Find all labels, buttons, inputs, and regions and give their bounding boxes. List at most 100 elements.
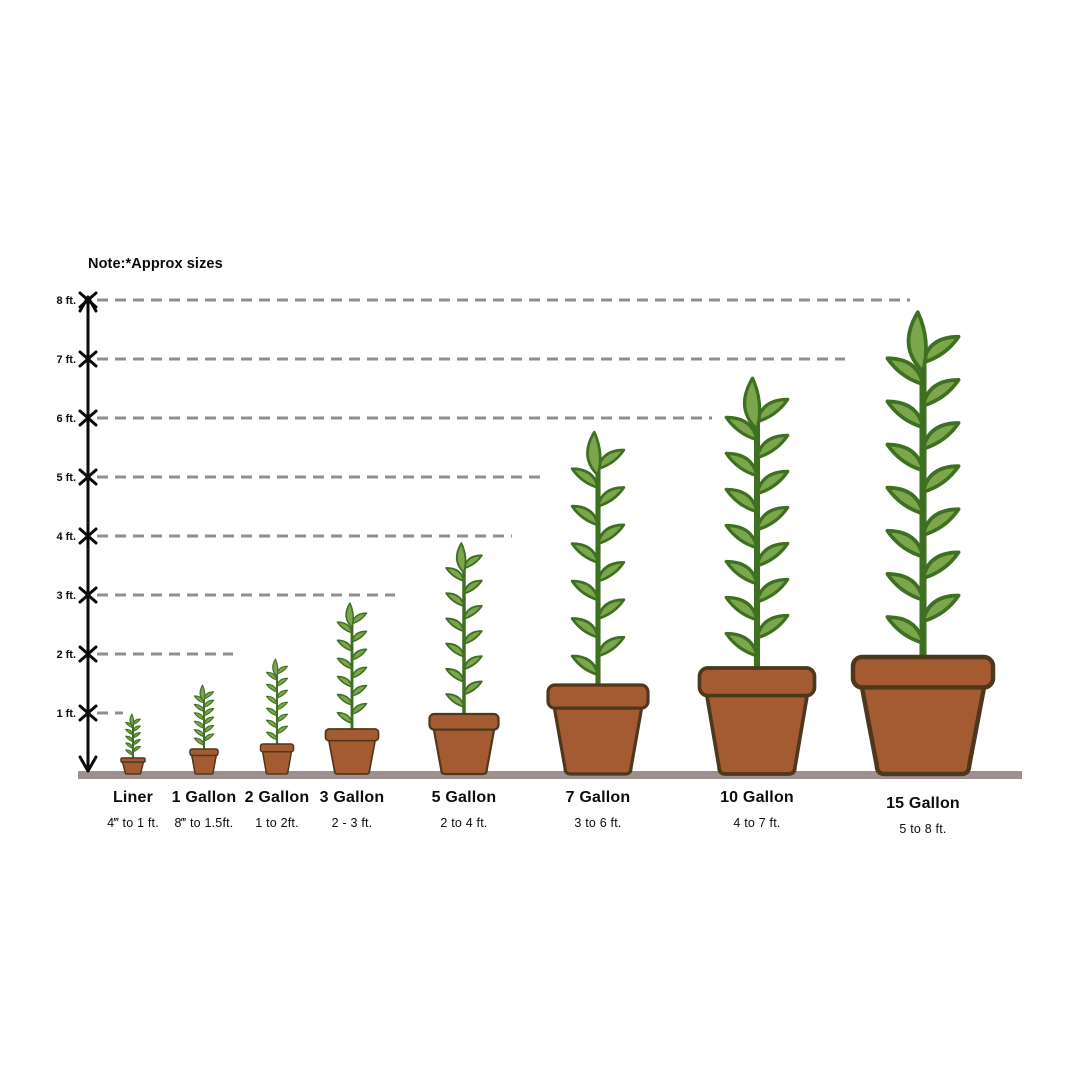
axis-tick-label: 6 ft.: [56, 413, 76, 425]
pot-body: [432, 726, 496, 776]
plant-10-gallon: [697, 376, 817, 776]
leaf: [921, 334, 961, 365]
leaf: [125, 749, 134, 756]
leaf: [570, 654, 600, 677]
category-label-3-gallon: 3 Gallon 2 - 3 ft.: [272, 789, 432, 830]
pot-rim: [259, 743, 295, 753]
category-name: 10 Gallon: [720, 789, 794, 806]
leaf: [885, 356, 925, 387]
leaf: [193, 720, 205, 729]
leaf: [193, 729, 205, 738]
leaf: [132, 739, 141, 746]
pot-rim: [428, 712, 500, 731]
category-label-5-gallon: 5 Gallon 2 to 4 ft.: [384, 789, 544, 830]
leaf: [276, 701, 289, 711]
leaf: [125, 728, 134, 736]
leaf: [203, 708, 215, 717]
leaf: [596, 486, 626, 508]
height-axis: 1 ft. 2 ft. 3 ft. 4 ft. 5 ft. 6 ft. 7 ft. 8 ft.: [56, 291, 98, 773]
leaf: [724, 559, 759, 586]
leaf: [336, 711, 353, 725]
leaf: [132, 725, 141, 732]
leaf: [570, 504, 600, 527]
category-label-1-gallon: 1 Gallon 8‴ to 1.5ft.: [124, 789, 284, 830]
leaf: [921, 550, 961, 581]
category-name: 15 Gallon: [886, 795, 960, 812]
top-leaf: [272, 658, 279, 678]
axis-x-marker-8ft: [78, 291, 98, 309]
leaf: [445, 617, 465, 633]
leaf: [885, 442, 925, 473]
axis-x-marker-5ft: [78, 468, 98, 486]
leaf: [921, 421, 961, 451]
pot-body: [327, 738, 377, 775]
leaf: [570, 579, 600, 602]
axis-x-marker-2ft: [78, 645, 98, 663]
leaf: [193, 703, 205, 712]
chart-note: Note:*Approx sizes: [88, 256, 223, 272]
axis-tick-label: 1 ft.: [56, 708, 76, 720]
leaf: [570, 542, 600, 564]
leaf: [570, 467, 600, 489]
leaf: [351, 648, 368, 661]
leaf: [445, 693, 465, 708]
leaf: [203, 733, 215, 742]
leaf: [445, 642, 465, 658]
plant-liner: [120, 713, 146, 775]
leaf: [276, 677, 289, 687]
leaf: [724, 415, 759, 442]
leaf: [125, 742, 134, 749]
leaf: [596, 448, 626, 471]
leaf: [755, 397, 790, 424]
leaf: [203, 716, 215, 725]
leaf: [885, 615, 925, 645]
leaf: [463, 554, 483, 570]
top-leaf: [586, 430, 602, 477]
leaf: [596, 523, 626, 546]
axis-x-marker-4ft: [78, 527, 98, 545]
leaf: [445, 667, 465, 683]
leaf: [265, 671, 278, 681]
ground-bar: [78, 771, 1022, 779]
axis-tick-label: 8 ft.: [56, 295, 76, 307]
category-name: 1 Gallon: [171, 789, 237, 806]
leaf: [336, 621, 353, 634]
leaf: [921, 593, 961, 624]
axis-tick-label: 3 ft.: [56, 590, 76, 602]
top-leaf: [199, 684, 206, 702]
leaf: [724, 487, 759, 514]
pot-rim: [697, 666, 817, 698]
category-name: 5 Gallon: [431, 789, 497, 806]
leaf: [125, 735, 134, 742]
axis-x-marker-1ft: [78, 704, 98, 722]
top-leaf: [345, 602, 355, 629]
leaf: [265, 731, 278, 741]
leaf: [445, 567, 465, 582]
leaf: [336, 675, 353, 688]
pot-rim: [324, 728, 380, 742]
leaf: [596, 560, 626, 583]
category-size-range: 3 to 6 ft.: [574, 816, 622, 830]
leaf: [351, 666, 368, 679]
leaf: [724, 631, 759, 658]
leaf: [724, 451, 759, 478]
category-size-range: 2 to 4 ft.: [440, 816, 488, 830]
axis-arrow-down-icon: [78, 755, 98, 773]
leaf: [885, 528, 925, 559]
leaf: [885, 485, 925, 516]
plant-1-gallon: [189, 684, 219, 775]
top-leaf: [455, 542, 467, 574]
axis-tick-label: 7 ft.: [56, 354, 76, 366]
category-size-range: 4 to 7 ft.: [733, 816, 781, 830]
category-label-15-gallon: 15 Gallon 5 to 8 ft.: [843, 795, 1003, 836]
leaf: [755, 469, 790, 496]
leaf: [445, 592, 465, 608]
leaf: [921, 464, 961, 494]
top-leaf: [129, 713, 135, 727]
category-label-liner: Liner 4‴ to 1 ft.: [53, 789, 213, 830]
axis-tick-label: 2 ft.: [56, 649, 76, 661]
leaf: [463, 630, 483, 645]
pot-body: [704, 690, 810, 776]
category-size-range: 2 - 3 ft.: [331, 816, 373, 830]
